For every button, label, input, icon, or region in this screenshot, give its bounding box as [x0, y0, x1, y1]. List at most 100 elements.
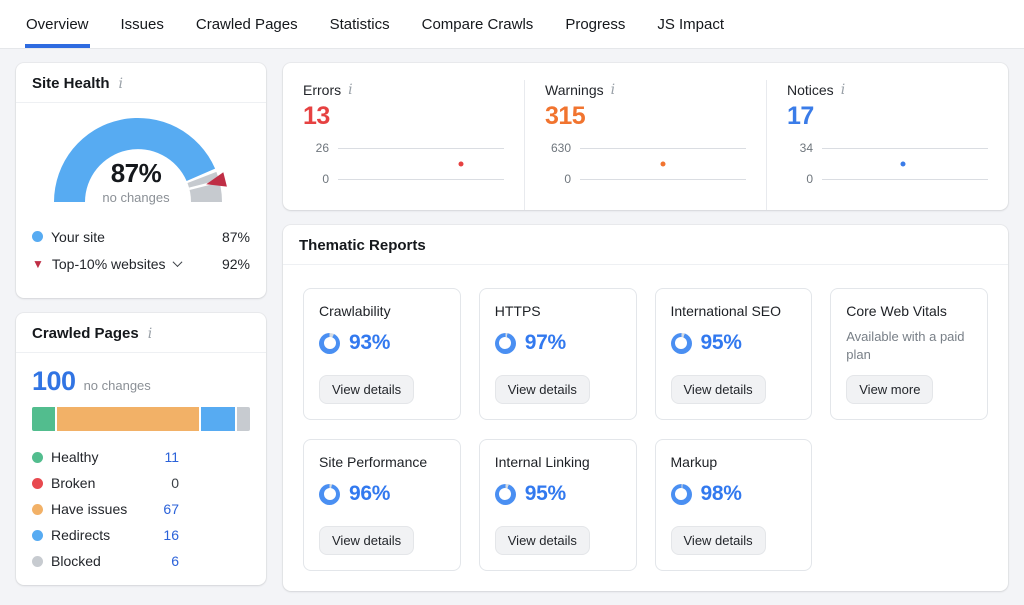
right-column: Errors i 13 26 0 Warnings i 315 630: [283, 63, 1008, 591]
report-percent: 98%: [700, 482, 742, 505]
report-title: International SEO: [670, 303, 782, 319]
report-title: Site Performance: [319, 454, 428, 470]
thematic-reports-header: Thematic Reports: [283, 225, 1008, 265]
legend-label: Your site: [51, 228, 105, 245]
axis-max-label: 34: [799, 141, 813, 155]
view-details-button[interactable]: View details: [670, 375, 766, 404]
notices-sparkline: 34 0: [787, 141, 988, 186]
report-title: Internal Linking: [494, 454, 590, 470]
gridline: [338, 147, 504, 149]
gridline: [580, 178, 746, 180]
progress-ring-icon: [670, 483, 692, 505]
notices-label: Notices: [787, 82, 834, 98]
bar-segment-healthy[interactable]: [32, 407, 56, 431]
score-row: 95%: [670, 331, 742, 355]
legend-value-link[interactable]: 67: [163, 501, 179, 517]
legend-row-blocked: Blocked 6: [32, 548, 250, 574]
tab-statistics[interactable]: Statistics: [329, 16, 390, 33]
report-percent: 96%: [349, 482, 391, 505]
report-percent: 95%: [524, 482, 566, 505]
view-details-button[interactable]: View details: [319, 375, 415, 404]
progress-ring-icon: [670, 332, 692, 354]
bar-segment-redirects[interactable]: [201, 407, 236, 431]
crawled-pages-legend: Healthy 11 Broken 0 Have issues 67 Redir…: [16, 431, 266, 574]
legend-row-have-issues: Have issues 67: [32, 496, 250, 522]
chevron-down-icon[interactable]: [172, 257, 182, 268]
notices-label-row: Notices i: [787, 82, 988, 98]
view-more-button[interactable]: View more: [846, 375, 934, 404]
warnings-section: Warnings i 315 630 0: [524, 80, 766, 210]
view-details-button[interactable]: View details: [670, 526, 766, 555]
crawled-pages-card: Crawled Pages i 100 no changes Healthy 1…: [16, 313, 266, 585]
errors-label-row: Errors i: [303, 82, 504, 98]
tab-compare-crawls[interactable]: Compare Crawls: [421, 16, 534, 33]
red-dot-icon: [32, 477, 43, 489]
warnings-value[interactable]: 315: [545, 102, 586, 130]
orange-dot-icon: [32, 503, 43, 515]
view-details-button[interactable]: View details: [494, 375, 590, 404]
info-icon[interactable]: i: [610, 82, 616, 98]
report-card-crawlability: Crawlability 93% View details: [303, 288, 461, 420]
site-health-score: 87%: [110, 158, 162, 188]
errors-section: Errors i 13 26 0: [283, 80, 524, 210]
errors-value[interactable]: 13: [303, 102, 330, 130]
info-icon[interactable]: i: [840, 82, 846, 98]
tab-overview[interactable]: Overview: [25, 0, 90, 48]
benchmark-marker-icon: [206, 172, 227, 187]
legend-value: 87%: [221, 228, 250, 245]
report-percent: 97%: [524, 331, 566, 354]
legend-value-link[interactable]: 6: [171, 553, 179, 569]
view-details-button[interactable]: View details: [494, 526, 590, 555]
thematic-reports-grid: Crawlability 93% View details HTTPS 97% …: [283, 265, 1008, 594]
progress-ring-icon: [494, 332, 516, 354]
notices-value[interactable]: 17: [787, 102, 814, 130]
progress-ring-icon: [319, 332, 340, 354]
score-row: 93%: [319, 331, 390, 355]
crawled-pages-title: Crawled Pages: [32, 325, 139, 342]
view-details-button[interactable]: View details: [319, 526, 415, 555]
green-dot-icon: [32, 451, 43, 463]
axis-max-label: 26: [315, 141, 329, 155]
report-card-internal-linking: Internal Linking 95% View details: [478, 439, 637, 571]
legend-label: Redirects: [51, 527, 111, 543]
tab-crawled-pages[interactable]: Crawled Pages: [195, 16, 298, 33]
legend-label: Broken: [51, 475, 96, 491]
legend-row-broken: Broken 0: [32, 470, 250, 496]
overview-content: Site Health i 87% no changes Your: [0, 49, 1024, 591]
tab-progress[interactable]: Progress: [565, 16, 626, 33]
info-icon[interactable]: i: [118, 75, 124, 92]
warnings-label-row: Warnings i: [545, 82, 746, 98]
axis-min-label: 0: [322, 172, 329, 186]
site-health-gauge: 87% no changes: [50, 116, 232, 213]
info-icon[interactable]: i: [147, 325, 153, 342]
legend-label: Blocked: [51, 553, 101, 569]
legend-row-benchmark[interactable]: ▼ Top-10% websites 92%: [32, 250, 250, 277]
warnings-label: Warnings: [545, 82, 604, 98]
crawled-pages-change: no changes: [83, 378, 151, 393]
bar-segment-blocked[interactable]: [237, 407, 250, 431]
tab-js-impact[interactable]: JS Impact: [657, 16, 725, 33]
report-percent: 93%: [349, 331, 391, 354]
legend-value: 0: [171, 475, 179, 491]
site-health-title: Site Health: [32, 75, 110, 92]
gridline: [580, 147, 746, 149]
legend-value-link[interactable]: 16: [163, 527, 179, 543]
progress-ring-icon: [319, 483, 340, 505]
crawled-pages-total: 100: [32, 366, 76, 396]
notices-data-point: [900, 161, 906, 166]
tab-issues[interactable]: Issues: [120, 16, 164, 33]
thematic-reports-card: Thematic Reports Crawlability 93% View d…: [283, 225, 1008, 591]
gauge-arc: [53, 117, 227, 202]
site-health-card: Site Health i 87% no changes Your: [16, 63, 266, 298]
legend-value-link[interactable]: 11: [164, 449, 179, 465]
bar-segment-have-issues[interactable]: [57, 407, 200, 431]
gridline: [338, 178, 504, 180]
info-icon[interactable]: i: [348, 82, 353, 98]
report-title: Markup: [670, 454, 718, 470]
report-card-https: HTTPS 97% View details: [478, 288, 637, 420]
legend-row-your-site: Your site 87%: [32, 223, 250, 250]
report-card-international-seo: International SEO 95% View details: [654, 288, 813, 420]
legend-label: Top-10% websites: [51, 255, 166, 272]
axis-max-label: 630: [550, 141, 571, 155]
legend-row-redirects: Redirects 16: [32, 522, 250, 548]
